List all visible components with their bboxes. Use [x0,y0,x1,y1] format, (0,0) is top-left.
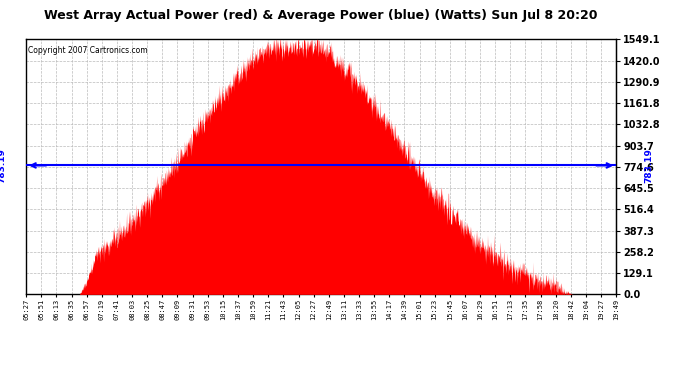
Text: Copyright 2007 Cartronics.com: Copyright 2007 Cartronics.com [28,46,148,55]
Text: 783.19: 783.19 [644,148,653,183]
Text: West Array Actual Power (red) & Average Power (blue) (Watts) Sun Jul 8 20:20: West Array Actual Power (red) & Average … [44,9,598,22]
Text: 783.19: 783.19 [0,148,6,183]
